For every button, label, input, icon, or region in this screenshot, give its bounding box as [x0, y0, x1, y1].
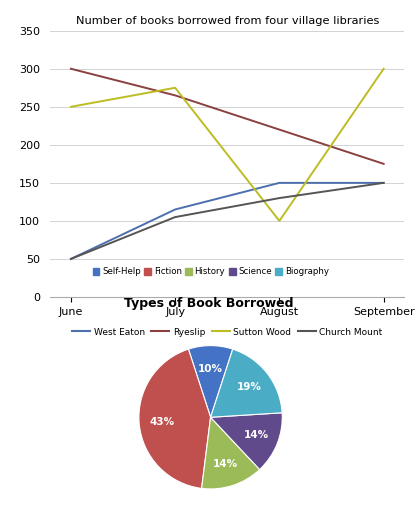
Title: Number of books borrowed from four village libraries: Number of books borrowed from four villa…: [75, 16, 379, 26]
Text: 19%: 19%: [237, 382, 261, 392]
Text: 43%: 43%: [150, 417, 175, 427]
Wedge shape: [211, 349, 282, 417]
Wedge shape: [211, 413, 282, 470]
Wedge shape: [139, 349, 211, 488]
Text: Types of Book Borrowed: Types of Book Borrowed: [124, 297, 293, 310]
Wedge shape: [188, 346, 233, 417]
Text: 14%: 14%: [244, 430, 269, 440]
Legend: Self-Help, Fiction, History, Science, Biography: Self-Help, Fiction, History, Science, Bi…: [89, 264, 332, 280]
Text: 14%: 14%: [213, 459, 238, 468]
Wedge shape: [201, 417, 260, 489]
Text: 10%: 10%: [198, 364, 223, 374]
Legend: West Eaton, Ryeslip, Sutton Wood, Church Mount: West Eaton, Ryeslip, Sutton Wood, Church…: [68, 324, 386, 340]
